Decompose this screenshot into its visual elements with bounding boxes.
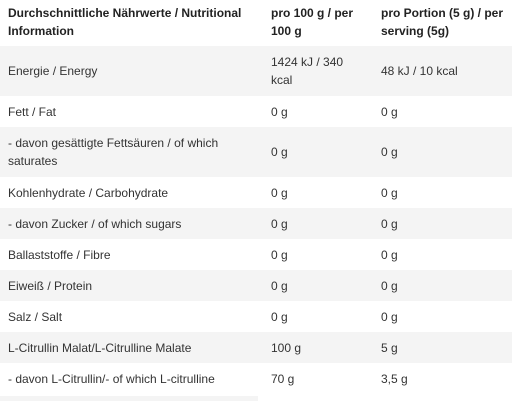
nutrient-label: Salz / Salt (0, 301, 263, 332)
nutrient-label: Kohlenhydrate / Carbohydrate (0, 177, 263, 208)
value-per-100g: 100 g (263, 332, 373, 363)
table-row: Salz / Salt 0 g 0 g (0, 301, 512, 332)
value-per-100g: 0 g (263, 270, 373, 301)
table-row: - davon L-Citrullin/- of which L-citrull… (0, 363, 512, 394)
value-per-serving: 3,5 g (373, 363, 512, 394)
value-per-100g: 0 g (263, 239, 373, 270)
nutrient-label: Ballaststoffe / Fibre (0, 239, 263, 270)
value-per-serving: 0 g (373, 96, 512, 127)
value-per-100g: 0 g (263, 96, 373, 127)
header-nutrient: Durchschnittliche Nährwerte / Nutritiona… (0, 0, 263, 46)
table-row: Ballaststoffe / Fibre 0 g 0 g (0, 239, 512, 270)
value-per-serving: 0 g (373, 208, 512, 239)
table-bottom-divider (0, 396, 258, 401)
header-per-serving: pro Portion (5 g) / per serving (5g) (373, 0, 512, 46)
table-row: Eiweiß / Protein 0 g 0 g (0, 270, 512, 301)
value-per-serving: 5 g (373, 332, 512, 363)
nutrient-label: Eiweiß / Protein (0, 270, 263, 301)
nutrient-label: Energie / Energy (0, 46, 263, 96)
value-per-serving: 48 kJ / 10 kcal (373, 46, 512, 96)
value-per-100g: 1424 kJ / 340 kcal (263, 46, 373, 96)
nutrient-label: L-Citrullin Malat/L-Citrulline Malate (0, 332, 263, 363)
table-row: - davon Zucker / of which sugars 0 g 0 g (0, 208, 512, 239)
table-header-row: Durchschnittliche Nährwerte / Nutritiona… (0, 0, 512, 46)
nutrient-label: - davon L-Citrullin/- of which L-citrull… (0, 363, 263, 394)
value-per-serving: 0 g (373, 177, 512, 208)
value-per-100g: 0 g (263, 177, 373, 208)
table-row: - davon gesättigte Fettsäuren / of which… (0, 127, 512, 177)
value-per-serving: 0 g (373, 127, 512, 177)
nutrient-label: - davon gesättigte Fettsäuren / of which… (0, 127, 263, 177)
value-per-serving: 0 g (373, 301, 512, 332)
table-row: Kohlenhydrate / Carbohydrate 0 g 0 g (0, 177, 512, 208)
value-per-100g: 0 g (263, 127, 373, 177)
nutrient-label: - davon Zucker / of which sugars (0, 208, 263, 239)
table-row: Fett / Fat 0 g 0 g (0, 96, 512, 127)
header-per-100g: pro 100 g / per 100 g (263, 0, 373, 46)
value-per-100g: 0 g (263, 301, 373, 332)
value-per-100g: 70 g (263, 363, 373, 394)
nutrient-label: Fett / Fat (0, 96, 263, 127)
table-row: Energie / Energy 1424 kJ / 340 kcal 48 k… (0, 46, 512, 96)
value-per-100g: 0 g (263, 208, 373, 239)
table-row: L-Citrullin Malat/L-Citrulline Malate 10… (0, 332, 512, 363)
value-per-serving: 0 g (373, 270, 512, 301)
value-per-serving: 0 g (373, 239, 512, 270)
